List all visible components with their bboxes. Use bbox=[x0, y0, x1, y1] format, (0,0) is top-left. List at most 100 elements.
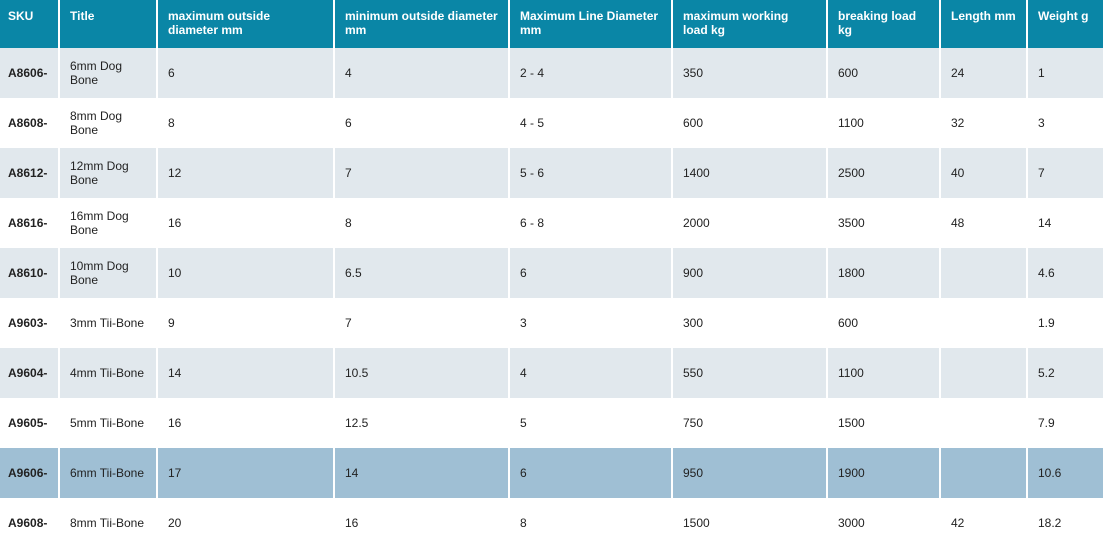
header-cell: minimum outside diameter mm bbox=[333, 0, 509, 48]
cell: 1500 bbox=[826, 398, 940, 448]
sku-cell: A9603- bbox=[0, 298, 59, 348]
cell: 7.9 bbox=[1026, 398, 1103, 448]
cell: 8mm Tii-Bone bbox=[58, 498, 157, 543]
cell: 6 bbox=[333, 98, 509, 148]
cell: 4.6 bbox=[1026, 248, 1103, 298]
cell: 4 bbox=[508, 348, 672, 398]
cell: 8 bbox=[508, 498, 672, 543]
header-cell: maximum working load kg bbox=[671, 0, 827, 48]
cell: 2 - 4 bbox=[508, 48, 672, 98]
cell: 2500 bbox=[826, 148, 940, 198]
cell: 40 bbox=[939, 148, 1027, 198]
cell: 4 - 5 bbox=[508, 98, 672, 148]
header-cell: Length mm bbox=[939, 0, 1027, 48]
cell: 5 - 6 bbox=[508, 148, 672, 198]
cell: 5mm Tii-Bone bbox=[58, 398, 157, 448]
empty-cell bbox=[939, 448, 1027, 498]
cell: 350 bbox=[671, 48, 827, 98]
cell: 9 bbox=[156, 298, 334, 348]
cell: 10.5 bbox=[333, 348, 509, 398]
cell: 950 bbox=[671, 448, 827, 498]
header-cell: SKU bbox=[0, 0, 59, 48]
cell: 3 bbox=[508, 298, 672, 348]
cell: 7 bbox=[333, 298, 509, 348]
sku-cell: A8606- bbox=[0, 48, 59, 98]
table-row: A9606- 6mm Tii-Bone 17 14 6 950 1900 10.6 bbox=[0, 448, 1103, 498]
cell: 12.5 bbox=[333, 398, 509, 448]
cell: 12mm Dog Bone bbox=[58, 148, 157, 198]
cell: 5.2 bbox=[1026, 348, 1103, 398]
table-row: A8610- 10mm Dog Bone 10 6.5 6 900 1800 4.6 bbox=[0, 248, 1103, 298]
cell: 12 bbox=[156, 148, 334, 198]
cell: 24 bbox=[939, 48, 1027, 98]
cell: 42 bbox=[939, 498, 1027, 543]
cell: 1400 bbox=[671, 148, 827, 198]
cell: 16 bbox=[156, 398, 334, 448]
cell: 550 bbox=[671, 348, 827, 398]
cell: 300 bbox=[671, 298, 827, 348]
cell: 6mm Dog Bone bbox=[58, 48, 157, 98]
cell: 1500 bbox=[671, 498, 827, 543]
sku-cell: A9604- bbox=[0, 348, 59, 398]
header-cell: breaking load kg bbox=[826, 0, 940, 48]
cell: 16mm Dog Bone bbox=[58, 198, 157, 248]
cell: 4mm Tii-Bone bbox=[58, 348, 157, 398]
cell: 16 bbox=[333, 498, 509, 543]
cell: 14 bbox=[156, 348, 334, 398]
table-row: A9603- 3mm Tii-Bone 9 7 3 300 600 1.9 bbox=[0, 298, 1103, 348]
cell: 17 bbox=[156, 448, 334, 498]
header-cell: Title bbox=[58, 0, 157, 48]
header-row: SKU Title maximum outside diameter mm minim… bbox=[0, 0, 1103, 48]
cell: 48 bbox=[939, 198, 1027, 248]
cell: 3mm Tii-Bone bbox=[58, 298, 157, 348]
cell: 6 bbox=[508, 448, 672, 498]
cell: 3500 bbox=[826, 198, 940, 248]
empty-cell bbox=[939, 248, 1027, 298]
cell: 4 bbox=[333, 48, 509, 98]
cell: 7 bbox=[1026, 148, 1103, 198]
cell: 6mm Tii-Bone bbox=[58, 448, 157, 498]
cell: 8mm Dog Bone bbox=[58, 98, 157, 148]
table-row: A8612- 12mm Dog Bone 12 7 5 - 6 1400 2500 40 7 bbox=[0, 148, 1103, 198]
empty-cell bbox=[939, 398, 1027, 448]
cell: 600 bbox=[826, 48, 940, 98]
cell: 6.5 bbox=[333, 248, 509, 298]
cell: 600 bbox=[826, 298, 940, 348]
cell: 20 bbox=[156, 498, 334, 543]
table-row: A8606- 6mm Dog Bone 6 4 2 - 4 350 600 24 1 bbox=[0, 48, 1103, 98]
cell: 8 bbox=[156, 98, 334, 148]
sku-cell: A9606- bbox=[0, 448, 59, 498]
table-body: A8606- 6mm Dog Bone 6 4 2 - 4 350 600 24 1 A8608-… bbox=[0, 48, 1103, 543]
cell: 1 bbox=[1026, 48, 1103, 98]
sku-cell: A8612- bbox=[0, 148, 59, 198]
cell: 3000 bbox=[826, 498, 940, 543]
sku-cell: A8608- bbox=[0, 98, 59, 148]
header-cell: Weight g bbox=[1026, 0, 1103, 48]
cell: 8 bbox=[333, 198, 509, 248]
sku-cell: A9605- bbox=[0, 398, 59, 448]
cell: 900 bbox=[671, 248, 827, 298]
cell: 1100 bbox=[826, 98, 940, 148]
table-row: A9604- 4mm Tii-Bone 14 10.5 4 550 1100 5.2 bbox=[0, 348, 1103, 398]
cell: 6 bbox=[156, 48, 334, 98]
cell: 2000 bbox=[671, 198, 827, 248]
cell: 3 bbox=[1026, 98, 1103, 148]
cell: 14 bbox=[333, 448, 509, 498]
cell: 6 bbox=[508, 248, 672, 298]
cell: 1900 bbox=[826, 448, 940, 498]
cell: 600 bbox=[671, 98, 827, 148]
cell: 18.2 bbox=[1026, 498, 1103, 543]
cell: 16 bbox=[156, 198, 334, 248]
cell: 5 bbox=[508, 398, 672, 448]
cell: 10.6 bbox=[1026, 448, 1103, 498]
sku-cell: A8610- bbox=[0, 248, 59, 298]
cell: 1.9 bbox=[1026, 298, 1103, 348]
table-row: A9608- 8mm Tii-Bone 20 16 8 1500 3000 42 18.2 bbox=[0, 498, 1103, 543]
cell: 14 bbox=[1026, 198, 1103, 248]
sku-cell: A9608- bbox=[0, 498, 59, 543]
header-cell: maximum outside diameter mm bbox=[156, 0, 334, 48]
table-row: A8616- 16mm Dog Bone 16 8 6 - 8 2000 3500 48 14 bbox=[0, 198, 1103, 248]
cell: 6 - 8 bbox=[508, 198, 672, 248]
